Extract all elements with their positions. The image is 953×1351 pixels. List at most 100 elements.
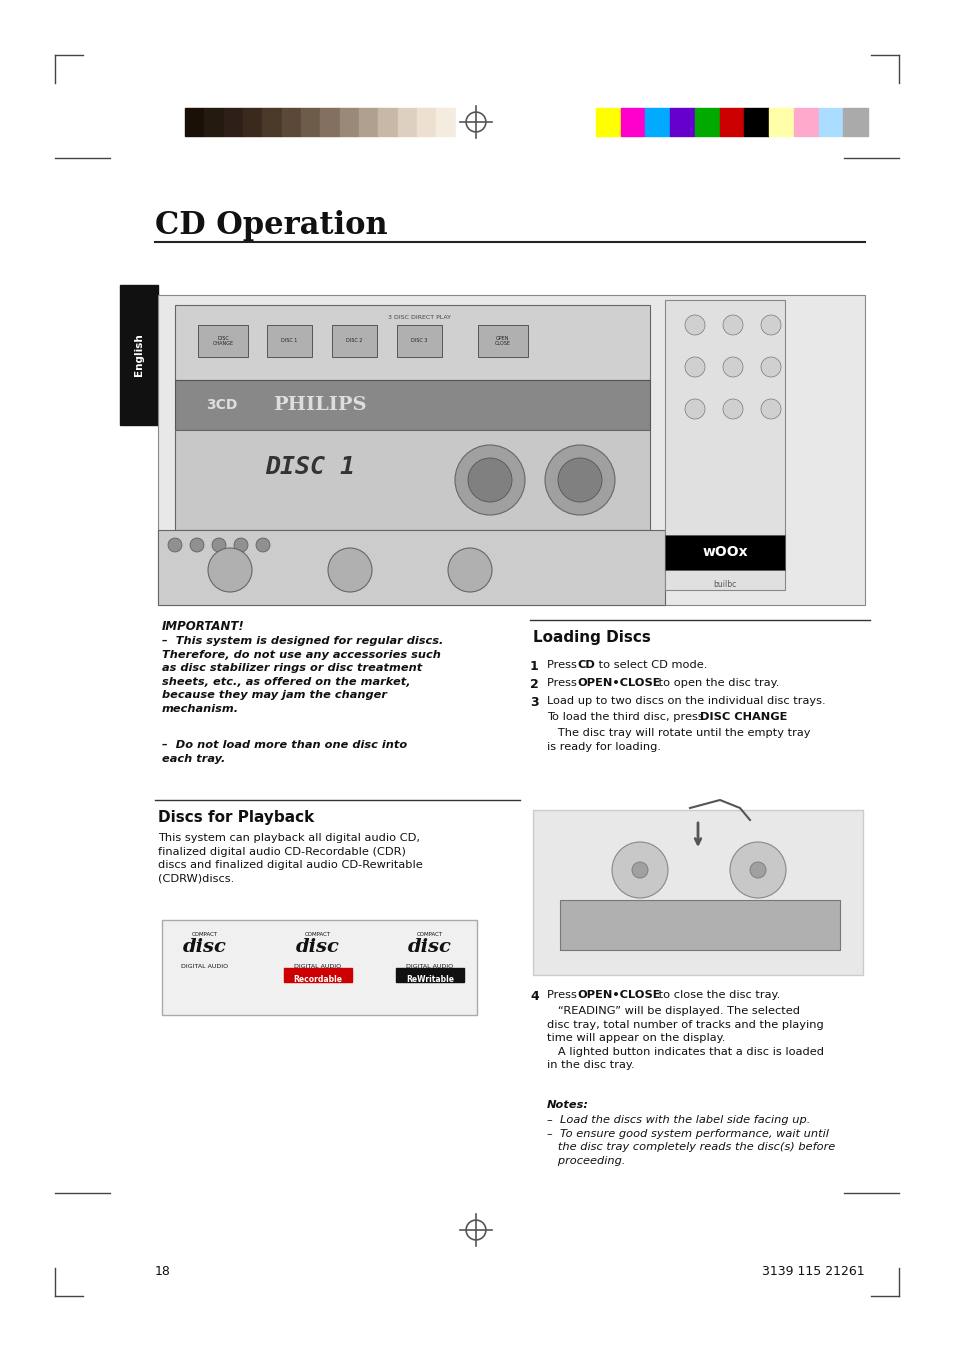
Circle shape <box>631 862 647 878</box>
Bar <box>281 108 301 136</box>
Text: PHILIPS: PHILIPS <box>273 396 366 413</box>
Text: 3CD: 3CD <box>206 399 237 412</box>
Bar <box>533 811 862 975</box>
Bar <box>204 108 223 136</box>
Circle shape <box>448 549 492 592</box>
Text: 1: 1 <box>530 661 538 673</box>
Circle shape <box>760 399 781 419</box>
Bar <box>768 108 793 136</box>
Bar <box>456 108 475 136</box>
Text: Discs for Playback: Discs for Playback <box>158 811 314 825</box>
Circle shape <box>208 549 252 592</box>
Bar <box>596 108 620 136</box>
Text: 4: 4 <box>530 990 538 1002</box>
Text: OPEN•CLOSE: OPEN•CLOSE <box>577 990 659 1000</box>
Text: Press: Press <box>546 678 579 688</box>
Text: 18: 18 <box>154 1265 171 1278</box>
Bar <box>120 285 158 426</box>
Circle shape <box>684 357 704 377</box>
Bar <box>162 920 476 1015</box>
Circle shape <box>255 538 270 553</box>
Circle shape <box>684 399 704 419</box>
Text: DISC 1: DISC 1 <box>281 339 297 343</box>
Bar <box>842 108 867 136</box>
Bar <box>664 535 784 570</box>
Text: OPEN
CLOSE: OPEN CLOSE <box>495 335 511 346</box>
Text: to close the disc tray.: to close the disc tray. <box>655 990 780 1000</box>
Text: English: English <box>133 334 144 377</box>
Text: disc: disc <box>295 938 339 957</box>
Bar <box>174 430 649 530</box>
Text: DISC
CHANGE: DISC CHANGE <box>213 335 233 346</box>
Circle shape <box>749 862 765 878</box>
Text: Notes:: Notes: <box>546 1100 588 1111</box>
Bar <box>436 108 456 136</box>
Bar <box>301 108 320 136</box>
Circle shape <box>190 538 204 553</box>
Text: Load up to two discs on the individual disc trays.: Load up to two discs on the individual d… <box>546 696 824 707</box>
Bar <box>284 969 352 982</box>
Bar <box>332 326 376 357</box>
Text: DISC CHANGE: DISC CHANGE <box>700 712 786 721</box>
Bar <box>198 326 248 357</box>
Circle shape <box>233 538 248 553</box>
Bar <box>158 295 864 605</box>
Text: –  This system is designed for regular discs.
Therefore, do not use any accessor: – This system is designed for regular di… <box>162 636 443 713</box>
Text: to open the disc tray.: to open the disc tray. <box>655 678 779 688</box>
Text: wOOx: wOOx <box>701 544 747 559</box>
Text: OPEN•CLOSE: OPEN•CLOSE <box>577 678 659 688</box>
Bar <box>818 108 842 136</box>
Bar <box>397 108 416 136</box>
Bar <box>174 380 649 430</box>
Bar <box>378 108 397 136</box>
Text: Loading Discs: Loading Discs <box>533 630 650 644</box>
Text: builbc: builbc <box>713 580 736 589</box>
Text: DIGITAL AUDIO: DIGITAL AUDIO <box>406 965 453 969</box>
Bar <box>223 108 243 136</box>
Bar <box>793 108 818 136</box>
Text: ReWritable: ReWritable <box>406 975 454 984</box>
Bar <box>559 900 840 950</box>
Text: 2: 2 <box>530 678 538 690</box>
Text: Recordable: Recordable <box>294 975 342 984</box>
Circle shape <box>729 842 785 898</box>
Circle shape <box>168 538 182 553</box>
Text: disc: disc <box>183 938 227 957</box>
Circle shape <box>722 399 742 419</box>
Text: CD Operation: CD Operation <box>154 209 387 240</box>
Text: CD: CD <box>577 661 595 670</box>
Bar <box>664 300 784 590</box>
Text: 3139 115 21261: 3139 115 21261 <box>761 1265 864 1278</box>
Text: The disc tray will rotate until the empty tray
is ready for loading.: The disc tray will rotate until the empt… <box>546 728 810 751</box>
Text: Press: Press <box>546 990 579 1000</box>
Bar <box>174 305 649 380</box>
Bar <box>395 969 463 982</box>
Text: To load the third disc, press: To load the third disc, press <box>546 712 706 721</box>
Circle shape <box>544 444 615 515</box>
Text: DISC 1: DISC 1 <box>265 455 355 480</box>
Text: –  Load the discs with the label side facing up.
–  To ensure good system perfor: – Load the discs with the label side fac… <box>546 1115 835 1166</box>
Text: disc: disc <box>408 938 452 957</box>
Bar <box>339 108 358 136</box>
Text: DISC 3: DISC 3 <box>411 339 427 343</box>
Circle shape <box>455 444 524 515</box>
Text: 3 DISC DIRECT PLAY: 3 DISC DIRECT PLAY <box>388 315 451 320</box>
Text: IMPORTANT!: IMPORTANT! <box>162 620 245 634</box>
Text: –  Do not load more than one disc into
each tray.: – Do not load more than one disc into ea… <box>162 740 407 763</box>
Circle shape <box>722 315 742 335</box>
Circle shape <box>212 538 226 553</box>
Text: 3: 3 <box>530 696 538 709</box>
Circle shape <box>760 315 781 335</box>
Text: COMPACT: COMPACT <box>305 932 331 938</box>
Bar <box>358 108 378 136</box>
Circle shape <box>684 315 704 335</box>
Bar <box>669 108 694 136</box>
Bar <box>694 108 719 136</box>
Bar <box>262 108 281 136</box>
Text: DIGITAL AUDIO: DIGITAL AUDIO <box>181 965 229 969</box>
Bar <box>320 108 339 136</box>
Bar <box>416 108 436 136</box>
Text: “READING” will be displayed. The selected
disc tray, total number of tracks and : “READING” will be displayed. The selecte… <box>546 1006 823 1070</box>
Circle shape <box>760 357 781 377</box>
Text: Press: Press <box>546 661 579 670</box>
